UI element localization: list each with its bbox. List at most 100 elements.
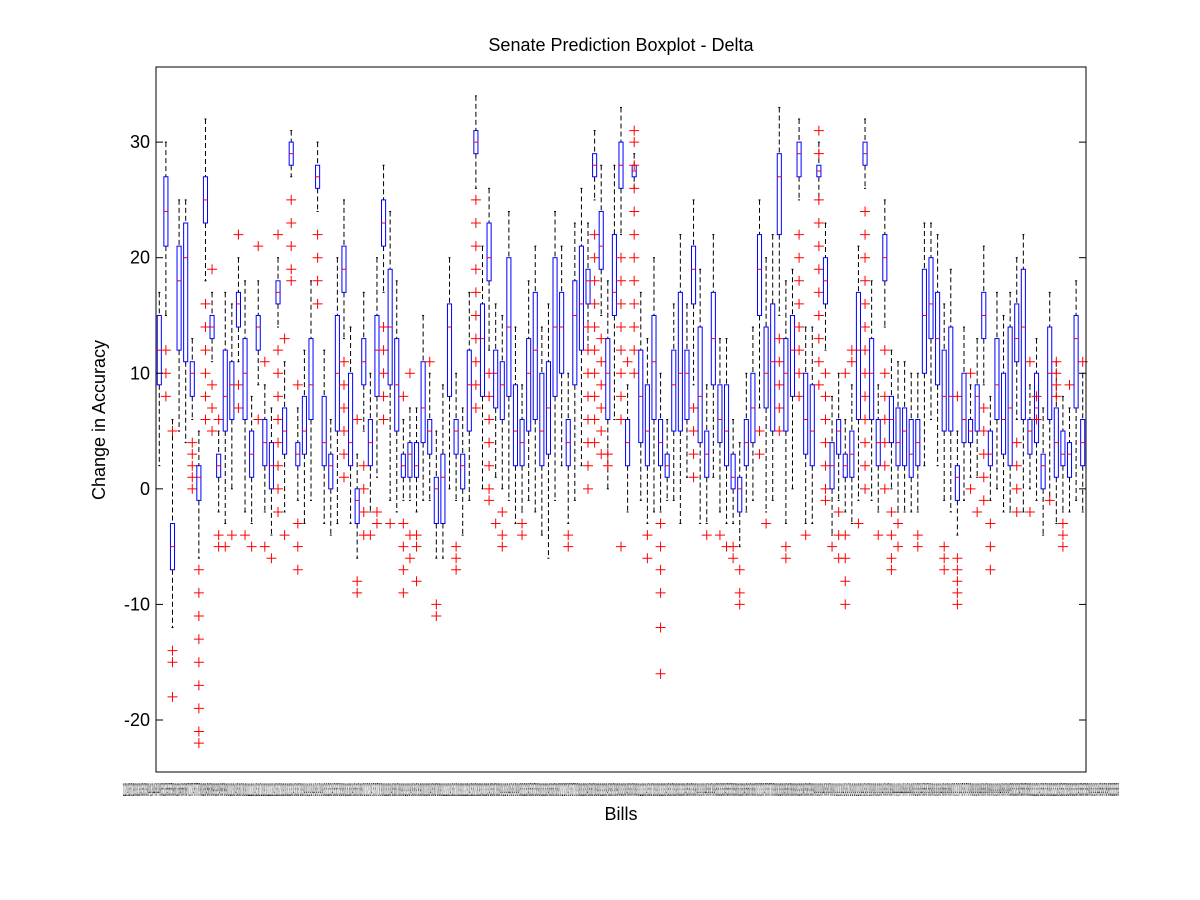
outlier-marker xyxy=(378,414,389,425)
outlier-marker xyxy=(246,541,257,552)
iqr-box xyxy=(954,465,960,501)
box-70 xyxy=(611,164,617,420)
iqr-box xyxy=(1020,268,1026,420)
outlier-marker xyxy=(497,530,508,541)
iqr-box xyxy=(374,314,380,397)
outlier-marker xyxy=(273,414,284,425)
box-133 xyxy=(1024,356,1035,517)
box-107 xyxy=(853,245,864,529)
iqr-box xyxy=(836,419,842,455)
box-75 xyxy=(642,338,653,564)
outlier-marker xyxy=(827,541,838,552)
outlier-marker xyxy=(978,472,989,483)
box-37 xyxy=(394,280,400,513)
outlier-marker xyxy=(193,680,204,691)
box-30 xyxy=(348,326,354,525)
outlier-marker xyxy=(292,518,303,529)
box-97 xyxy=(789,268,796,490)
outlier-marker xyxy=(860,252,871,263)
box-46 xyxy=(451,372,462,575)
iqr-box xyxy=(196,465,202,501)
outlier-marker xyxy=(813,310,824,321)
box-11 xyxy=(220,291,231,552)
outlier-marker xyxy=(517,530,528,541)
box-16 xyxy=(253,241,264,425)
outlier-marker xyxy=(338,472,349,483)
outlier-marker xyxy=(616,391,626,402)
box-127 xyxy=(985,395,996,575)
iqr-box xyxy=(460,453,466,490)
outlier-marker xyxy=(629,125,640,136)
outlier-marker xyxy=(358,483,369,494)
iqr-box xyxy=(763,326,769,409)
outlier-marker xyxy=(193,610,204,621)
outlier-marker xyxy=(200,391,211,402)
outlier-marker xyxy=(813,287,824,298)
outlier-marker xyxy=(860,229,871,240)
outlier-marker xyxy=(589,437,600,448)
outlier-marker xyxy=(207,402,218,413)
iqr-box xyxy=(348,372,354,467)
box-61 xyxy=(552,210,558,501)
outlier-marker xyxy=(451,564,462,575)
outlier-marker xyxy=(253,241,264,252)
box-21 xyxy=(286,130,297,286)
outlier-marker xyxy=(583,483,594,494)
box-60 xyxy=(545,303,551,559)
outlier-marker xyxy=(312,252,323,263)
iqr-box xyxy=(737,476,743,513)
outlier-marker xyxy=(596,402,607,413)
iqr-box xyxy=(1007,326,1013,467)
box-123 xyxy=(961,326,967,501)
box-35 xyxy=(378,164,389,425)
outlier-marker xyxy=(312,298,323,309)
outlier-marker xyxy=(952,564,963,575)
outlier-marker xyxy=(200,414,211,425)
outlier-marker xyxy=(233,402,244,413)
outlier-marker xyxy=(589,229,600,240)
y-tick-label: -10 xyxy=(124,594,150,614)
outlier-marker xyxy=(279,333,290,344)
outlier-marker xyxy=(820,437,831,448)
box-26 xyxy=(321,349,327,525)
outlier-marker xyxy=(1024,506,1035,517)
box-90 xyxy=(743,372,749,513)
outlier-marker xyxy=(589,322,600,333)
box-138 xyxy=(1057,395,1068,552)
outlier-marker xyxy=(358,506,369,517)
outlier-marker xyxy=(939,541,950,552)
outlier-marker xyxy=(589,391,600,402)
iqr-box xyxy=(189,361,195,397)
box-134 xyxy=(1031,338,1042,501)
box-87 xyxy=(721,338,732,552)
outlier-marker xyxy=(167,645,178,656)
box-106 xyxy=(846,345,857,525)
box-71 xyxy=(616,106,626,552)
outlier-marker xyxy=(820,414,831,425)
outlier-marker xyxy=(978,402,989,413)
outlier-marker xyxy=(200,368,211,379)
outlier-marker xyxy=(352,587,363,598)
box-137 xyxy=(1051,356,1062,525)
outlier-marker xyxy=(616,345,626,356)
box-48 xyxy=(466,291,472,501)
outlier-marker xyxy=(780,553,791,564)
outlier-marker xyxy=(411,576,422,587)
box-74 xyxy=(638,291,644,501)
box-31 xyxy=(352,414,363,598)
outlier-marker xyxy=(470,379,481,390)
outlier-marker xyxy=(1011,483,1022,494)
outlier-marker xyxy=(952,391,963,402)
y-tick-label: 30 xyxy=(130,132,150,152)
iqr-box xyxy=(783,338,789,432)
iqr-box xyxy=(440,453,446,525)
outlier-marker xyxy=(596,379,607,390)
outlier-marker xyxy=(860,322,871,333)
outlier-marker xyxy=(1051,368,1062,379)
box-38 xyxy=(398,391,409,598)
outlier-marker xyxy=(220,541,231,552)
outlier-marker xyxy=(860,414,871,425)
outlier-marker xyxy=(207,379,218,390)
box-24 xyxy=(308,280,314,501)
outlier-marker xyxy=(187,472,198,483)
